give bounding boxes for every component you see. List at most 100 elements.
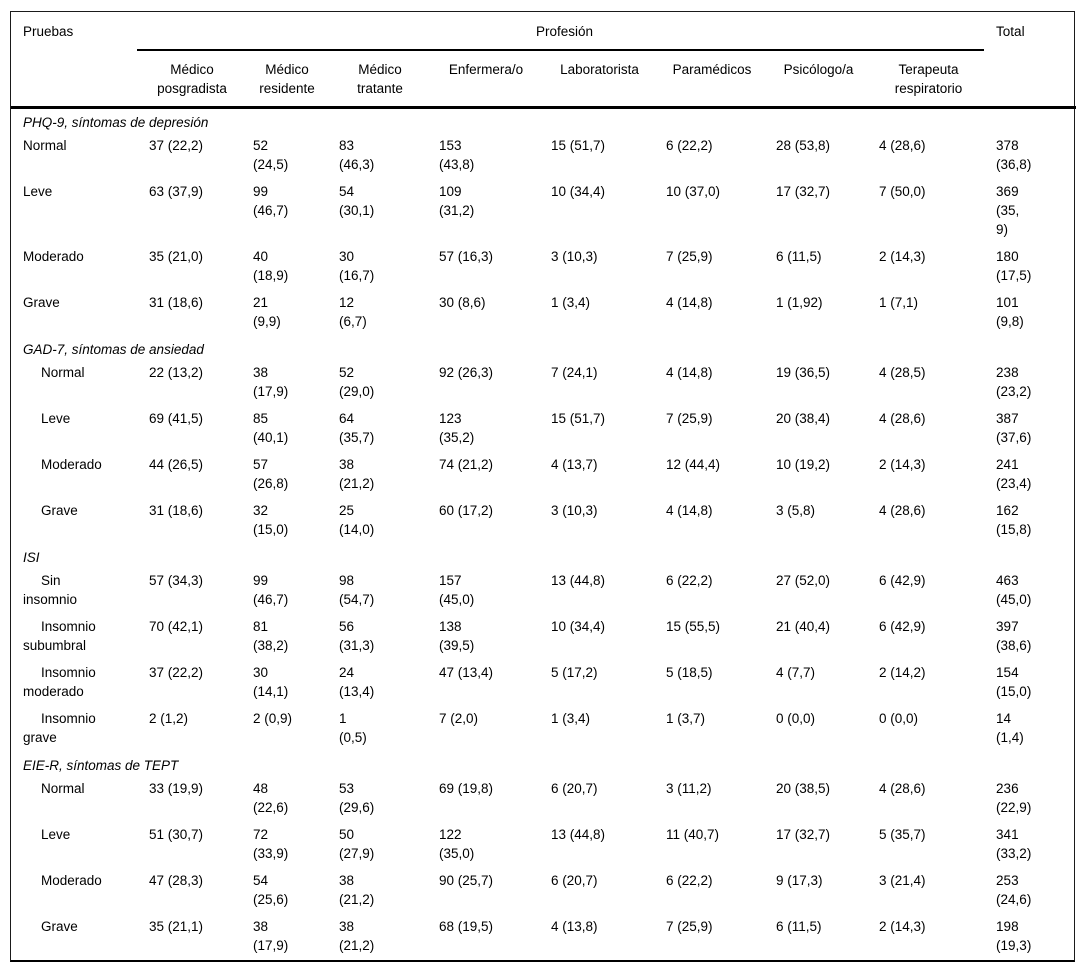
value-cell: 10 (34,4) bbox=[551, 619, 606, 634]
column-header: Médico tratante bbox=[327, 50, 427, 109]
value-cell: 3 (10,3) bbox=[551, 503, 598, 518]
table-row: Insomnio subumbral 70 (42,1) 81 (38,2) 56 (… bbox=[11, 614, 1076, 660]
row-label: Normal bbox=[41, 781, 85, 796]
value-cell: 68 (19,5) bbox=[439, 919, 494, 934]
value-cell: 7 (24,1) bbox=[551, 365, 598, 380]
value-cell: 31 (18,6) bbox=[149, 295, 204, 310]
value-cell: 5 (35,7) bbox=[879, 827, 926, 842]
value-cell: 7 (25,9) bbox=[666, 249, 713, 264]
value-cell: 17 (32,7) bbox=[776, 827, 831, 842]
table-header: Pruebas Profesión Total Médico posgradis… bbox=[11, 12, 1077, 109]
value-cell: 6 (11,5) bbox=[776, 249, 822, 264]
value-cell: 40 (18,9) bbox=[253, 249, 289, 283]
value-cell: 15 (51,7) bbox=[551, 411, 606, 426]
value-cell: 12 (44,4) bbox=[666, 457, 721, 472]
value-cell: 10 (34,4) bbox=[551, 184, 606, 199]
value-cell: 5 (18,5) bbox=[666, 665, 713, 680]
value-cell: 7 (50,0) bbox=[879, 184, 926, 199]
value-cell: 37 (22,2) bbox=[149, 665, 204, 680]
table-row: Normal 37 (22,2) 52 (24,5) 83 (46,3) 153 (43… bbox=[11, 133, 1076, 179]
value-cell: 92 (26,3) bbox=[439, 365, 494, 380]
value-cell: 2 (14,3) bbox=[879, 249, 926, 264]
total-cell: 236 (22,9) bbox=[996, 781, 1032, 815]
value-cell: 11 (40,7) bbox=[666, 827, 720, 842]
value-cell: 30 (14,1) bbox=[253, 665, 289, 699]
value-cell: 38 (21,2) bbox=[339, 873, 375, 907]
value-cell: 15 (51,7) bbox=[551, 138, 606, 153]
row-label: Normal bbox=[41, 365, 85, 380]
value-cell: 7 (25,9) bbox=[666, 919, 713, 934]
value-cell: 1 (1,92) bbox=[776, 295, 823, 310]
value-cell: 3 (21,4) bbox=[879, 873, 926, 888]
value-cell: 9 (17,3) bbox=[776, 873, 823, 888]
table-row: Insomnio grave 2 (1,2) 2 (0,9) 1 (0,5) 7 (2,… bbox=[11, 706, 1076, 752]
value-cell: 21 (9,9) bbox=[253, 295, 281, 329]
value-cell: 69 (41,5) bbox=[149, 411, 204, 426]
value-cell: 64 (35,7) bbox=[339, 411, 375, 445]
value-cell: 57 (34,3) bbox=[149, 573, 204, 588]
row-label: Leve bbox=[41, 827, 71, 842]
table-row: Normal 22 (13,2) 38 (17,9) 52 (29,0) 92 (26,… bbox=[11, 360, 1076, 406]
value-cell: 48 (22,6) bbox=[253, 781, 289, 815]
value-cell: 70 (42,1) bbox=[149, 619, 204, 634]
value-cell: 10 (37,0) bbox=[666, 184, 721, 199]
value-cell: 6 (42,9) bbox=[879, 573, 926, 588]
value-cell: 0 (0,0) bbox=[879, 711, 919, 726]
value-cell: 6 (22,2) bbox=[666, 573, 713, 588]
value-cell: 3 (5,8) bbox=[776, 503, 816, 518]
row-label: Grave bbox=[41, 919, 78, 934]
value-cell: 31 (18,6) bbox=[149, 503, 204, 518]
table-row: Moderado 44 (26,5) 57 (26,8) 38 (21,2) 74 (2… bbox=[11, 452, 1076, 498]
header-row-columns: Médico posgradista Médico residente Médi… bbox=[11, 50, 1076, 109]
value-cell: 20 (38,5) bbox=[776, 781, 831, 796]
value-cell: 72 (33,9) bbox=[253, 827, 289, 861]
value-cell: 6 (20,7) bbox=[551, 781, 598, 796]
value-cell: 52 (29,0) bbox=[339, 365, 375, 399]
total-cell: 387 (37,6) bbox=[996, 411, 1032, 445]
value-cell: 4 (14,8) bbox=[666, 365, 713, 380]
value-cell: 37 (22,2) bbox=[149, 138, 204, 153]
results-table: Pruebas Profesión Total Médico posgradis… bbox=[11, 12, 1077, 960]
value-cell: 32 (15,0) bbox=[253, 503, 289, 537]
section-row: PHQ-9, síntomas de depresión bbox=[11, 108, 1076, 134]
value-cell: 35 (21,0) bbox=[149, 249, 204, 264]
column-header: Enfermera/o bbox=[427, 50, 539, 109]
table-row: Grave 35 (21,1) 38 (17,9) 38 (21,2) 68 (19,5… bbox=[11, 914, 1076, 960]
value-cell: 10 (19,2) bbox=[776, 457, 831, 472]
profession-group-header: Profesión bbox=[137, 12, 985, 51]
value-cell: 21 (40,4) bbox=[776, 619, 831, 634]
value-cell: 56 (31,3) bbox=[339, 619, 375, 653]
value-cell: 57 (16,3) bbox=[439, 249, 494, 264]
value-cell: 6 (20,7) bbox=[551, 873, 598, 888]
column-header: Médico posgradista bbox=[137, 50, 241, 109]
row-label: Insomnio grave bbox=[23, 711, 96, 745]
table-row: Leve 63 (37,9) 99 (46,7) 54 (30,1) 109 (31,2… bbox=[11, 179, 1076, 244]
value-cell: 1 (0,5) bbox=[339, 711, 367, 745]
value-cell: 50 (27,9) bbox=[339, 827, 375, 861]
value-cell: 99 (46,7) bbox=[253, 184, 289, 218]
row-label: Sin insomnio bbox=[23, 573, 78, 607]
table-row: Leve 69 (41,5) 85 (40,1) 64 (35,7) 123 (35,2… bbox=[11, 406, 1076, 452]
table-row: Sin insomnio 57 (34,3) 99 (46,7) 98 (54,7) 1… bbox=[11, 568, 1076, 614]
value-cell: 157 (45,0) bbox=[439, 573, 475, 607]
value-cell: 4 (7,7) bbox=[776, 665, 816, 680]
value-cell: 2 (0,9) bbox=[253, 711, 293, 726]
value-cell: 4 (28,6) bbox=[879, 781, 926, 796]
value-cell: 6 (42,9) bbox=[879, 619, 926, 634]
value-cell: 54 (25,6) bbox=[253, 873, 289, 907]
value-cell: 19 (36,5) bbox=[776, 365, 831, 380]
value-cell: 38 (17,9) bbox=[253, 365, 289, 399]
column-header: Médico residente bbox=[241, 50, 327, 109]
total-cell: 101 (9,8) bbox=[996, 295, 1024, 329]
total-cell: 238 (23,2) bbox=[996, 365, 1032, 399]
total-cell: 180 (17,5) bbox=[996, 249, 1032, 283]
value-cell: 1 (3,4) bbox=[551, 711, 591, 726]
value-cell: 4 (28,5) bbox=[879, 365, 926, 380]
total-cell: 14 (1,4) bbox=[996, 711, 1024, 745]
total-cell: 397 (38,6) bbox=[996, 619, 1032, 653]
value-cell: 83 (46,3) bbox=[339, 138, 375, 172]
section-row: GAD-7, síntomas de ansiedad bbox=[11, 336, 1076, 360]
value-cell: 15 (55,5) bbox=[666, 619, 721, 634]
total-cell: 154 (15,0) bbox=[996, 665, 1032, 699]
value-cell: 22 (13,2) bbox=[149, 365, 204, 380]
